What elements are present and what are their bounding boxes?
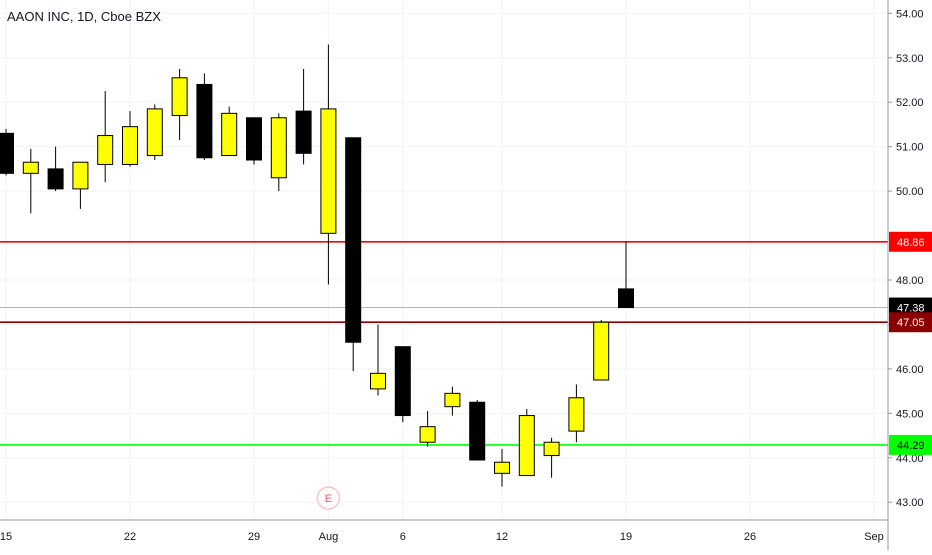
candle-body <box>97 135 114 165</box>
candle[interactable] <box>97 91 114 183</box>
candle[interactable] <box>146 104 163 160</box>
candle[interactable] <box>543 437 560 478</box>
earnings-marker-circle <box>316 486 341 510</box>
candle[interactable] <box>568 384 585 443</box>
candle-body <box>494 461 510 474</box>
x-tick-label: 26 <box>744 531 756 543</box>
earnings-marker[interactable]: E <box>316 486 341 510</box>
x-tick-label: 12 <box>496 531 508 543</box>
candle[interactable] <box>345 137 362 372</box>
candle-body <box>0 132 14 174</box>
price-badge-label: 47.38 <box>897 303 925 315</box>
green-level-badge: 44.29 <box>889 434 932 455</box>
candle-body <box>295 110 312 154</box>
y-tick-label: 52.00 <box>896 97 924 109</box>
y-tick-label: 53.00 <box>896 53 924 65</box>
price-badges: 48.86 47.38 47.05 44.29 <box>889 231 932 455</box>
grid <box>0 0 888 520</box>
candle-body <box>320 108 337 234</box>
candle-body <box>171 77 188 117</box>
symbol-title: AAON INC, 1D, Cboe BZX <box>7 9 161 24</box>
candle-body <box>122 126 138 165</box>
candle[interactable] <box>72 161 89 209</box>
candle[interactable] <box>246 117 262 165</box>
candle[interactable] <box>0 128 14 176</box>
price-badge-label: 47.05 <box>897 317 925 329</box>
markers: E <box>316 486 341 510</box>
candle[interactable] <box>295 68 312 165</box>
x-tick-label: 6 <box>400 531 406 543</box>
candle-body <box>543 441 560 457</box>
candle[interactable] <box>469 400 486 461</box>
y-tick-label: 51.00 <box>896 142 924 154</box>
candle-body <box>270 117 287 179</box>
x-tick-label: Sep <box>864 531 884 543</box>
candle-body <box>146 108 163 157</box>
candle-body <box>568 397 585 432</box>
horizontal-levels <box>0 240 888 446</box>
price-badge-label: 48.86 <box>897 237 925 249</box>
y-tick-label: 46.00 <box>896 364 924 376</box>
candle[interactable] <box>221 106 238 157</box>
candle-body <box>345 137 362 343</box>
candle[interactable] <box>518 408 535 477</box>
candle[interactable] <box>494 448 510 487</box>
candle-body <box>618 288 634 309</box>
dark-red-level-badge: 47.05 <box>889 312 932 333</box>
candle[interactable] <box>270 113 287 192</box>
x-tick-label: Aug <box>319 531 339 543</box>
candle[interactable] <box>196 73 213 160</box>
candle-body <box>419 426 436 443</box>
candle-body <box>444 392 461 408</box>
candle[interactable] <box>122 111 138 167</box>
candle[interactable] <box>593 320 610 381</box>
x-tick-label: 15 <box>0 531 12 543</box>
y-tick-label: 50.00 <box>896 186 924 198</box>
candle[interactable] <box>22 148 39 214</box>
price-badge-label: 44.29 <box>897 440 925 452</box>
candle-body <box>72 161 89 190</box>
candles <box>0 44 634 487</box>
x-tick-label: 29 <box>248 531 260 543</box>
candle[interactable] <box>394 346 411 423</box>
candle-body <box>47 168 64 190</box>
y-tick-label: 45.00 <box>896 408 924 420</box>
y-tick-label: 43.00 <box>896 497 924 509</box>
y-tick-label: 48.00 <box>896 275 924 287</box>
candle-body <box>394 346 411 417</box>
candle-body <box>518 415 535 477</box>
candle[interactable] <box>320 44 337 285</box>
candle-body <box>469 401 486 461</box>
candle[interactable] <box>171 68 188 140</box>
y-tick-label: 44.00 <box>896 453 924 465</box>
candle-body <box>196 83 213 159</box>
candle-body <box>221 112 238 157</box>
candle[interactable] <box>419 411 436 447</box>
price-badge-bg <box>889 434 932 455</box>
y-tick-label: 54.00 <box>896 8 924 20</box>
earnings-marker-label: E <box>325 493 332 505</box>
candle[interactable] <box>444 386 461 416</box>
candle[interactable] <box>370 324 386 396</box>
red-level-badge: 48.86 <box>889 231 932 252</box>
candle-body <box>370 372 386 390</box>
price-badge-bg <box>889 231 932 252</box>
candle[interactable] <box>618 241 634 309</box>
candle-body <box>22 161 39 174</box>
candle[interactable] <box>47 146 64 192</box>
x-tick-label: 22 <box>124 531 136 543</box>
price-badge-bg <box>889 312 932 333</box>
candle-body <box>246 117 262 161</box>
candle-body <box>593 321 610 381</box>
x-tick-label: 19 <box>620 531 632 543</box>
